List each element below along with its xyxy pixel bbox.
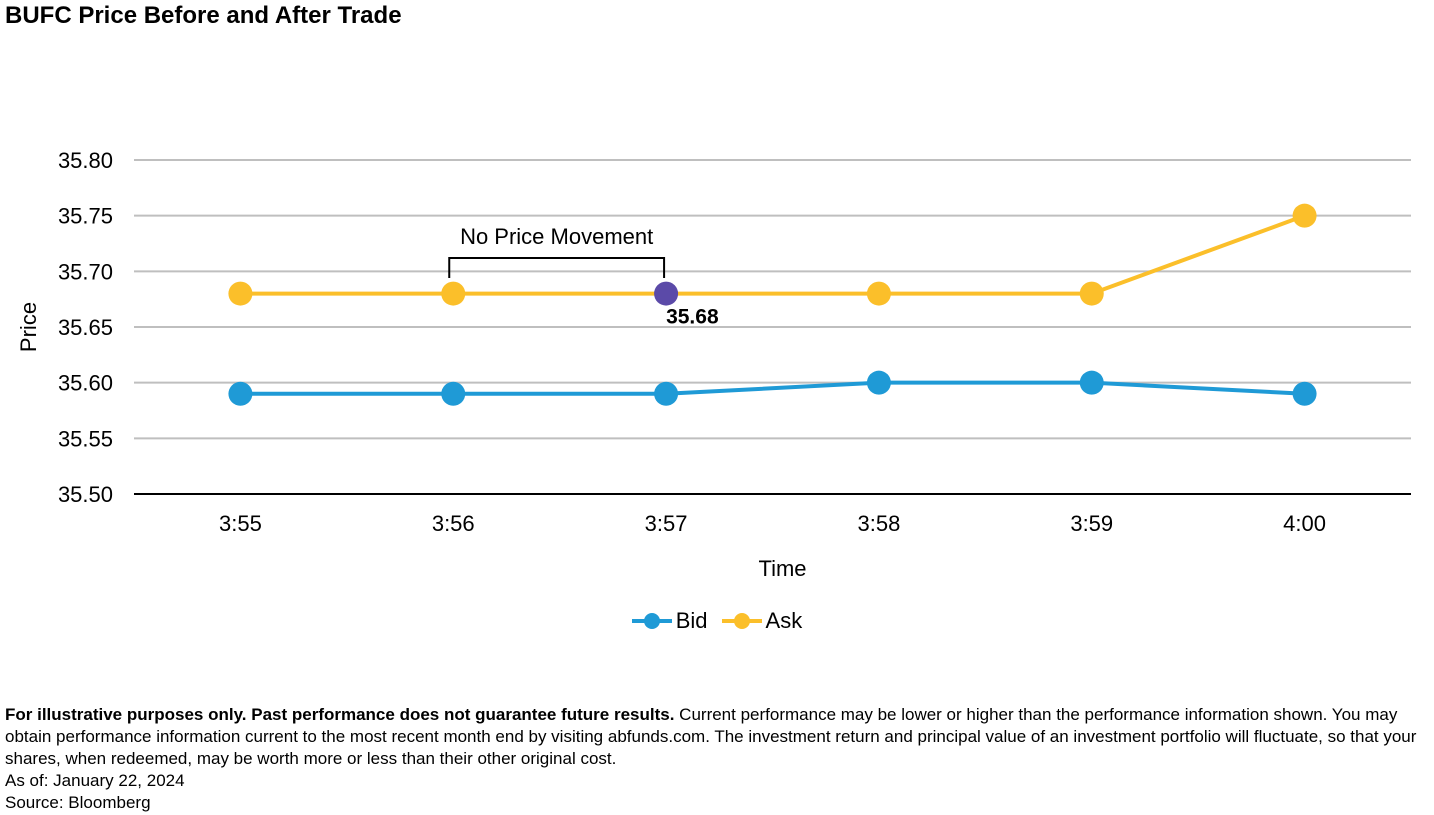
legend-marker-ask (721, 613, 762, 629)
data-point-ask (654, 281, 679, 306)
annotation-label: No Price Movement (460, 224, 653, 249)
series-line-ask (240, 213, 1306, 296)
x-tick-label: 3:59 (1070, 511, 1113, 536)
y-tick-label: 35.55 (58, 426, 113, 451)
data-point-bid (228, 381, 253, 406)
highlight-data-label: 35.68 (666, 306, 719, 329)
data-point-ask (228, 281, 253, 306)
y-tick-label: 35.70 (58, 259, 113, 284)
data-point-bid (654, 381, 679, 406)
data-point-ask (866, 281, 891, 306)
legend-marker-bid (631, 613, 672, 629)
footnote: For illustrative purposes only. Past per… (5, 704, 1431, 814)
x-tick-label: 3:57 (645, 511, 688, 536)
series-line-bid (240, 380, 1305, 396)
y-tick-label: 35.50 (58, 482, 113, 507)
legend-item-ask: Ask (721, 608, 803, 634)
disclaimer-text: For illustrative purposes only. Past per… (5, 704, 1431, 770)
source-note: Source: Bloomberg (5, 793, 151, 812)
legend-item-bid: Bid (631, 608, 708, 634)
legend-label: Ask (765, 608, 803, 633)
y-axis-title: Price (16, 302, 41, 352)
x-axis-title: Time (758, 556, 806, 581)
y-tick-label: 35.65 (58, 315, 113, 340)
data-point-bid (441, 381, 466, 406)
data-point-bid (866, 370, 891, 395)
legend-label: Bid (675, 608, 708, 633)
y-tick-label: 35.80 (58, 148, 113, 173)
disclaimer-bold: For illustrative purposes only. Past per… (5, 705, 675, 724)
chart-legend: Bid Ask (0, 608, 1434, 634)
as-of-date: As of: January 22, 2024 (5, 771, 185, 790)
data-point-ask (1292, 203, 1317, 228)
x-tick-label: 3:55 (219, 511, 262, 536)
x-tick-label: 4:00 (1283, 511, 1326, 536)
data-point-bid (1292, 381, 1317, 406)
x-tick-label: 3:58 (858, 511, 901, 536)
data-point-ask (1079, 281, 1104, 306)
disclaimer-body: Current performance may be lower or high… (5, 705, 1417, 768)
x-tick-label: 3:56 (432, 511, 475, 536)
chart-title: BUFC Price Before and After Trade (5, 2, 402, 29)
line-chart: 35.50 35.55 35.60 35.65 35.70 35.75 35.80 3:55 3… (16, 148, 1411, 581)
y-tick-label: 35.60 (58, 371, 113, 396)
data-point-ask (441, 281, 466, 306)
annotation-bracket (448, 257, 666, 278)
y-tick-label: 35.75 (58, 204, 113, 229)
data-point-bid (1079, 370, 1104, 395)
